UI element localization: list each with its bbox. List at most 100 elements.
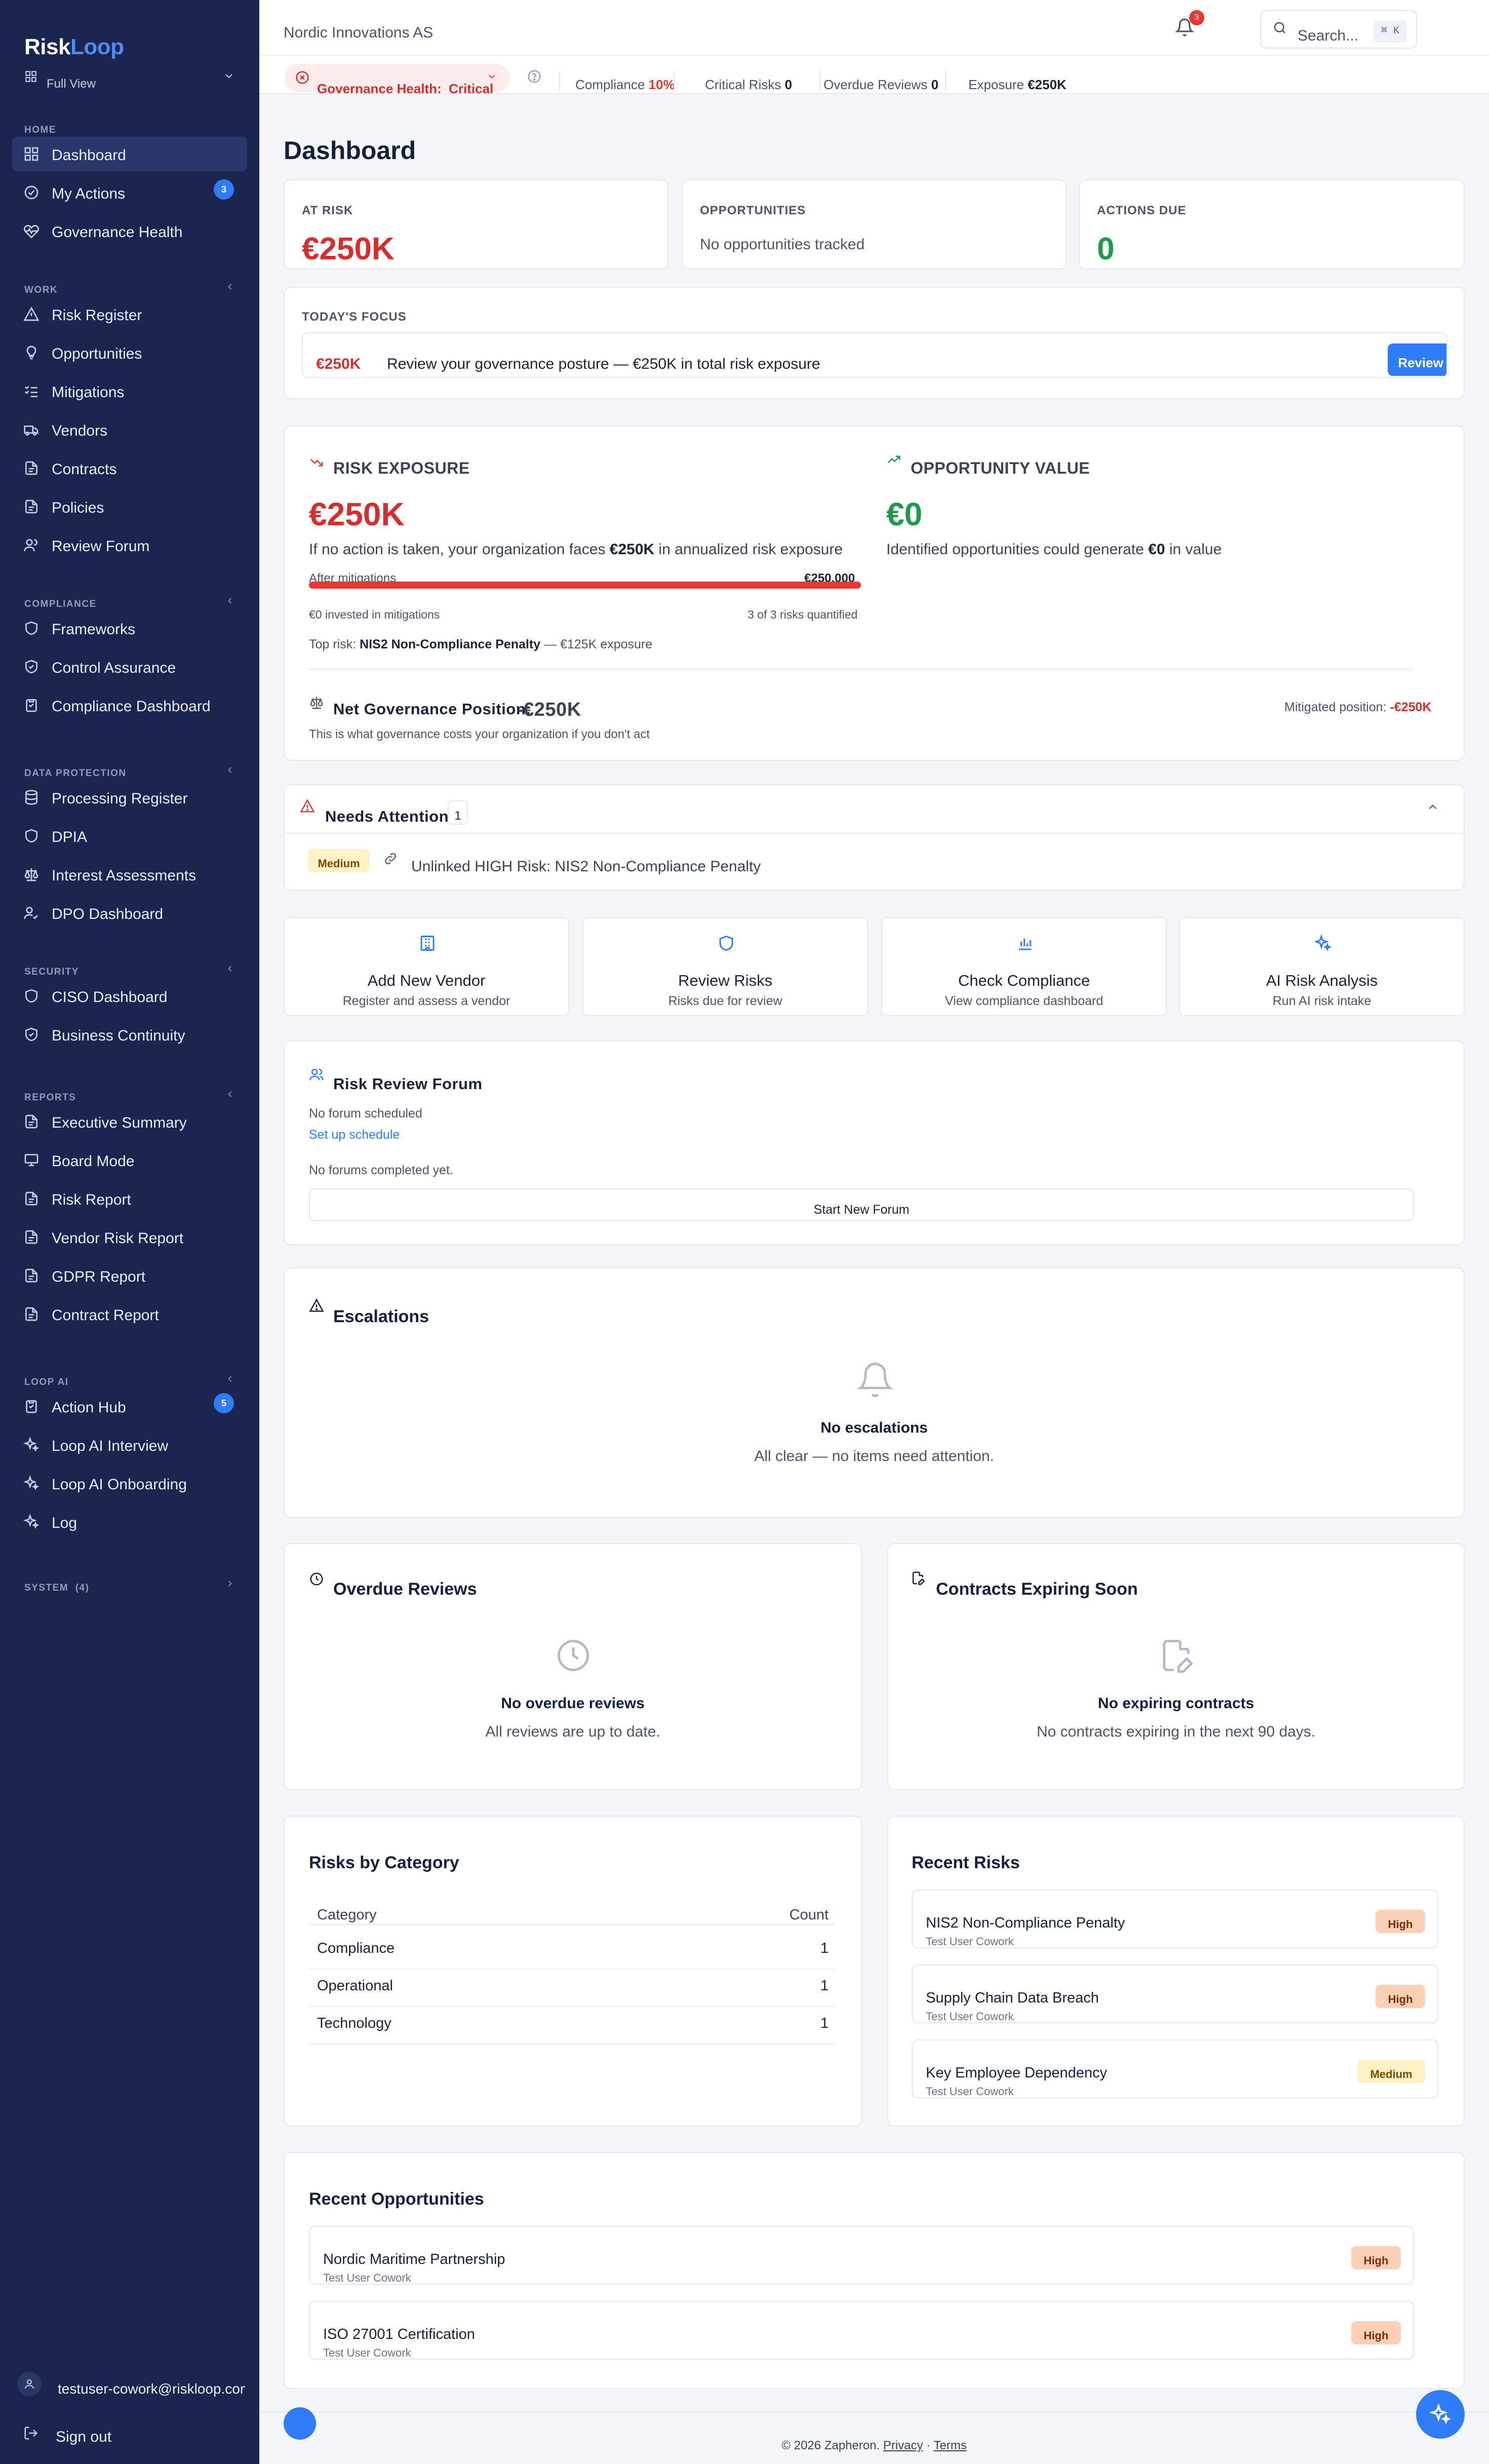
sidebar-item-contracts[interactable]: Contracts [12,451,247,485]
stat-critical-value: 0 [785,77,792,92]
severity-badge: Medium [308,849,370,872]
opportunity-list-item[interactable]: ISO 27001 Certification Test User Cowork H… [309,2301,1414,2360]
risk-list-item[interactable]: Key Employee Dependency Test User Cowork M… [912,2039,1438,2098]
kpi-card-at-risk[interactable]: AT RISK €250K [284,179,669,270]
ai-assistant-button[interactable] [1416,2390,1465,2439]
chevron-right-icon[interactable] [225,1578,235,1589]
sidebar-item-risk-register[interactable]: Risk Register [12,297,247,331]
quick-action-check-compliance[interactable]: Check Compliance View compliance dashboar… [881,917,1167,1016]
risk-owner: Test User Cowork [926,1935,1014,1948]
table-row[interactable]: Compliance 1 [309,1932,835,1970]
quick-action-ai-risk-analysis[interactable]: AI Risk Analysis Run AI risk intake [1179,917,1465,1016]
chevron-left-icon[interactable] [225,282,235,292]
recent-risks-card: Recent Risks NIS2 Non-Compliance Penalty… [887,1816,1465,2127]
user-menu[interactable]: testuser-cowork@riskloop.com [12,2367,247,2402]
sidebar-section-title: LOOP AI [24,1377,69,1388]
needs-attention-header[interactable]: Needs Attention 1 [285,785,1464,834]
setup-schedule-link[interactable]: Set up schedule [309,1128,400,1142]
quick-action-add-new-vendor[interactable]: Add New Vendor Register and assess a vend… [284,917,569,1016]
opportunity-owner: Test User Cowork [323,2346,411,2359]
sidebar-item-governance-health[interactable]: Governance Health [12,214,247,248]
sidebar-item-review-forum[interactable]: Review Forum [12,528,247,562]
invested-text: €0 invested in mitigations [309,608,440,621]
sidebar-item-opportunities[interactable]: Opportunities [12,335,247,370]
kpi-value: €250K [302,232,395,266]
search-input[interactable]: Search... ⌘ K [1260,10,1417,49]
sidebar-item-label: CISO Dashboard [52,989,168,1006]
chevron-left-icon[interactable] [225,964,235,974]
sidebar-item-dpo-dashboard[interactable]: DPO Dashboard [12,896,247,930]
sidebar-item-board-mode[interactable]: Board Mode [12,1143,247,1177]
sidebar-item-dpia[interactable]: DPIA [12,819,247,853]
sidebar-item-interest-assessments[interactable]: Interest Assessments [12,857,247,892]
sidebar-item-processing-register[interactable]: Processing Register [12,780,247,815]
bell-icon[interactable] [1175,17,1194,37]
stat-exposure[interactable]: Exposure €250K [968,77,1067,93]
severity-badge: High [1351,2246,1401,2269]
top-risk-text: Top risk: NIS2 Non-Compliance Penalty — … [309,637,652,652]
sidebar-item-vendors[interactable]: Vendors [12,412,247,447]
risk-list-item[interactable]: NIS2 Non-Compliance Penalty Test User Cow… [912,1890,1438,1948]
sidebar-item-my-actions[interactable]: My Actions 3 [12,175,247,210]
view-selector[interactable]: Full View [24,70,237,90]
sidebar-item-loop-ai-interview[interactable]: Loop AI Interview [12,1428,247,1462]
sidebar-item-ciso-dashboard[interactable]: CISO Dashboard [12,979,247,1013]
sidebar-item-mitigations[interactable]: Mitigations [12,374,247,408]
sidebar-item-dashboard[interactable]: Dashboard [12,137,247,171]
chevron-left-icon[interactable] [225,596,235,606]
sidebar-item-control-assurance[interactable]: Control Assurance [12,649,247,684]
sidebar-item-compliance-dashboard[interactable]: Compliance Dashboard [12,688,247,722]
review-button[interactable]: Review [1388,343,1446,376]
focus-text: Review your governance posture — €250K i… [387,356,820,372]
stat-critical-risks[interactable]: Critical Risks 0 [705,77,792,93]
table-row[interactable]: Technology 1 [309,2007,835,2045]
sidebar-item-label: Executive Summary [52,1114,187,1131]
sign-out-button[interactable]: Sign out [12,2416,247,2452]
governance-health-pill[interactable]: Governance Health: Critical [285,64,511,93]
quick-action-subtitle: Risks due for review [668,994,782,1008]
link-icon [384,853,397,865]
stat-overdue-reviews[interactable]: Overdue Reviews 0 [824,77,938,93]
sidebar-item-policies[interactable]: Policies [12,489,247,524]
help-circle-icon[interactable] [527,69,542,84]
risk-name: Supply Chain Data Breach [926,1990,1099,2006]
sidebar-item-frameworks[interactable]: Frameworks [12,611,247,645]
chevron-left-icon[interactable] [225,1374,235,1384]
privacy-link[interactable]: Privacy [883,2439,923,2452]
top-risk-name[interactable]: NIS2 Non-Compliance Penalty [360,637,541,651]
column-header-category[interactable]: Category [317,1907,377,1923]
chevron-up-icon[interactable] [1426,800,1439,814]
sidebar-item-log[interactable]: Log [12,1505,247,1539]
sparkles-icon [23,1437,40,1452]
risk-list-item[interactable]: Supply Chain Data Breach Test User Cowork… [912,1965,1438,2023]
sidebar-item-vendor-risk-report[interactable]: Vendor Risk Report [12,1220,247,1254]
chevron-left-icon[interactable] [225,765,235,775]
kpi-card-actions-due[interactable]: ACTIONS DUE 0 [1079,179,1465,270]
attention-item-text[interactable]: Unlinked HIGH Risk: NIS2 Non-Compliance … [411,858,761,875]
help-widget-button[interactable] [284,2407,316,2440]
sidebar-item-executive-summary[interactable]: Executive Summary [12,1104,247,1139]
opportunity-list-item[interactable]: Nordic Maritime Partnership Test User Cow… [309,2226,1414,2285]
terms-link[interactable]: Terms [933,2439,967,2452]
sidebar-item-business-continuity[interactable]: Business Continuity [12,1017,247,1052]
sidebar-item-action-hub[interactable]: Action Hub 5 [12,1389,247,1423]
sidebar-item-loop-ai-onboarding[interactable]: Loop AI Onboarding [12,1466,247,1500]
quick-action-review-risks[interactable]: Review Risks Risks due for review [582,917,868,1016]
grid-icon [24,147,38,161]
sidebar-item-contract-report[interactable]: Contract Report [12,1297,247,1331]
focus-item[interactable]: €250K Review your governance posture — €… [302,332,1447,378]
sidebar-item-gdpr-report[interactable]: GDPR Report [12,1258,247,1293]
sidebar-item-risk-report[interactable]: Risk Report [12,1181,247,1216]
app-logo[interactable]: RiskLoop [24,34,124,60]
column-header-count[interactable]: Count [789,1907,829,1923]
start-new-forum-button[interactable]: Start New Forum [309,1188,1414,1221]
stat-compliance[interactable]: Compliance 10% [575,77,675,93]
org-name[interactable]: Nordic Innovations AS [284,24,434,41]
sidebar-section-system[interactable]: SYSTEM (4) [24,1583,89,1594]
kpi-card-opportunities[interactable]: OPPORTUNITIES No opportunities tracked [682,179,1067,270]
chevron-left-icon[interactable] [225,1089,235,1099]
risk-review-forum-card: Risk Review Forum No forum scheduled Set… [284,1041,1465,1245]
scale-icon [310,697,323,709]
view-selector-label: Full View [47,77,96,90]
table-row[interactable]: Operational 1 [309,1970,835,2007]
